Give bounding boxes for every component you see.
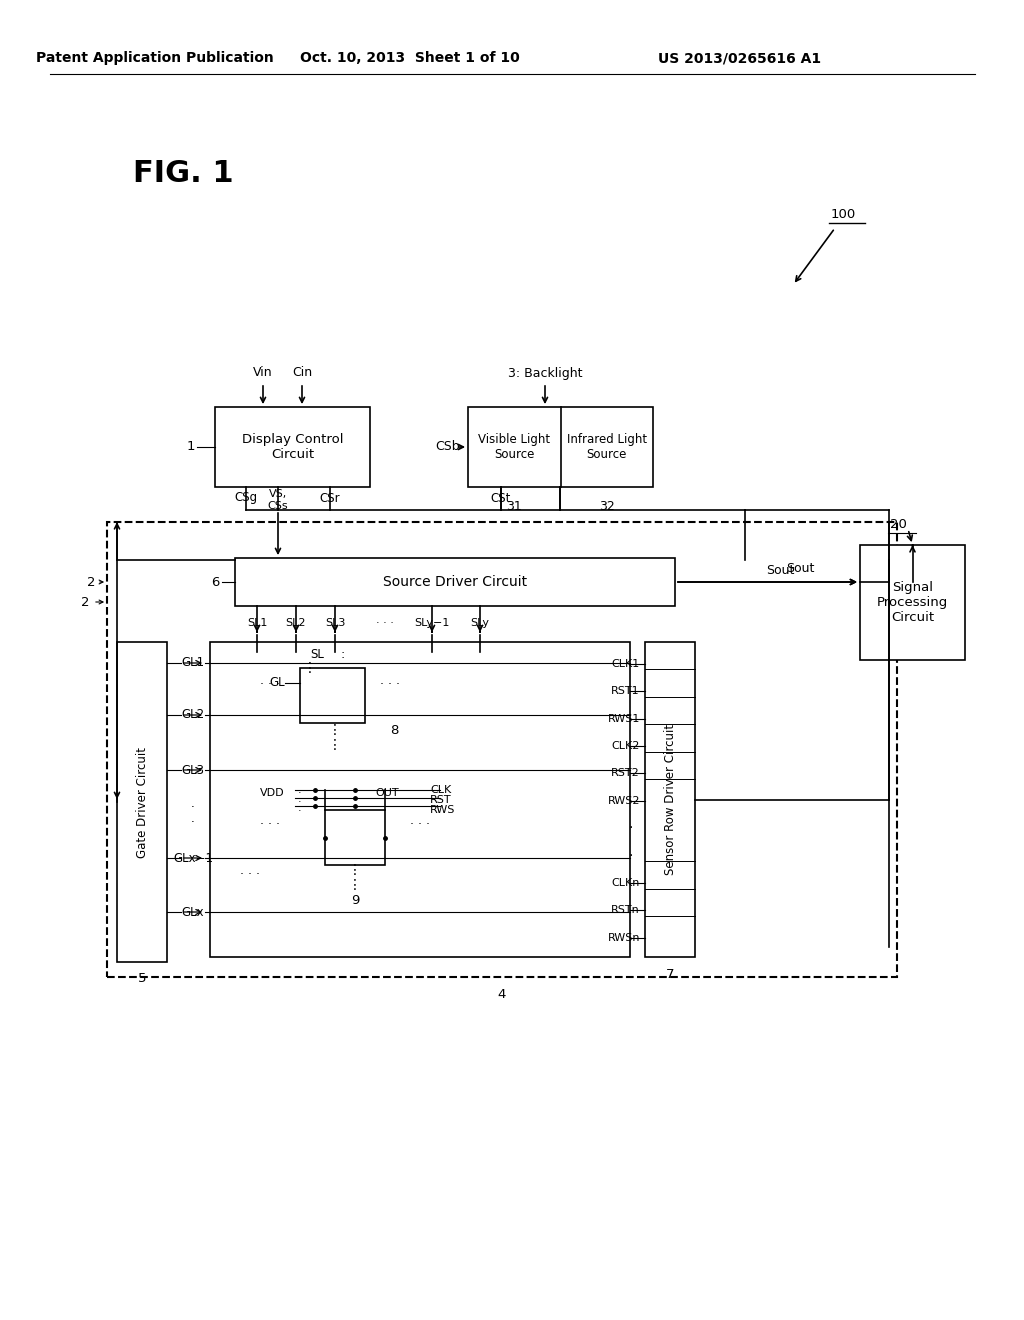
- Text: · · ·: · · ·: [380, 678, 400, 692]
- Text: ⋮: ⋮: [348, 878, 361, 892]
- Text: 100: 100: [831, 209, 856, 222]
- Text: Sout: Sout: [785, 562, 814, 576]
- Text: GL3: GL3: [181, 763, 205, 776]
- Text: 8: 8: [390, 723, 398, 737]
- Text: Cin: Cin: [292, 367, 312, 380]
- Bar: [860, 545, 965, 660]
- Text: Display Control
Circuit: Display Control Circuit: [242, 433, 343, 461]
- Text: ·: ·: [298, 807, 302, 816]
- Text: ⋮: ⋮: [348, 863, 361, 876]
- Text: Patent Application Publication: Patent Application Publication: [36, 51, 273, 65]
- Text: RWS1: RWS1: [607, 714, 640, 723]
- Text: Source Driver Circuit: Source Driver Circuit: [383, 576, 527, 589]
- Bar: [325, 810, 385, 865]
- Text: CSg: CSg: [234, 491, 258, 504]
- Text: ·: ·: [298, 788, 302, 799]
- Text: 31: 31: [507, 499, 522, 512]
- Text: CSt: CSt: [490, 491, 511, 504]
- Text: Oct. 10, 2013  Sheet 1 of 10: Oct. 10, 2013 Sheet 1 of 10: [300, 51, 520, 65]
- Text: GL: GL: [269, 676, 285, 689]
- Text: FIG. 1: FIG. 1: [133, 158, 233, 187]
- Text: RWSn: RWSn: [607, 933, 640, 942]
- Text: · · ·: · · ·: [260, 818, 280, 832]
- Text: RWS: RWS: [430, 805, 456, 814]
- Text: CLK2: CLK2: [611, 741, 640, 751]
- Bar: [106, 521, 897, 977]
- Text: Signal
Processing
Circuit: Signal Processing Circuit: [877, 581, 948, 624]
- Text: 2: 2: [86, 576, 95, 589]
- Text: · · ·: · · ·: [260, 678, 280, 692]
- Text: CSb: CSb: [435, 441, 461, 454]
- Text: ·: ·: [629, 821, 633, 836]
- Text: CLK: CLK: [430, 785, 452, 795]
- Bar: [468, 407, 653, 487]
- Text: ·: ·: [629, 849, 633, 863]
- Text: RSTn: RSTn: [611, 906, 640, 916]
- Bar: [215, 407, 370, 487]
- Text: ⋮: ⋮: [328, 723, 342, 737]
- Text: OUT: OUT: [375, 788, 398, 799]
- Text: · · ·: · · ·: [240, 869, 260, 882]
- Bar: [300, 668, 365, 723]
- Text: CSr: CSr: [319, 491, 340, 504]
- Text: ·
·: · ·: [191, 801, 195, 829]
- Bar: [645, 642, 695, 957]
- Text: :: :: [340, 648, 344, 661]
- Text: 2: 2: [82, 595, 90, 609]
- Text: RWS2: RWS2: [607, 796, 640, 807]
- Text: 9: 9: [351, 894, 359, 907]
- Text: GLx−1: GLx−1: [173, 851, 213, 865]
- Text: Gate Driver Circuit: Gate Driver Circuit: [135, 747, 148, 858]
- Text: RST1: RST1: [611, 686, 640, 697]
- Text: 5: 5: [138, 973, 146, 986]
- Text: 7: 7: [666, 968, 674, 981]
- Text: SLy: SLy: [470, 618, 489, 628]
- Text: Sout: Sout: [766, 564, 795, 577]
- Text: 32: 32: [599, 499, 614, 512]
- Text: SL3: SL3: [325, 618, 345, 628]
- Text: Visible Light
Source: Visible Light Source: [478, 433, 550, 461]
- Text: · · ·: · · ·: [376, 618, 394, 628]
- Text: 1: 1: [186, 441, 195, 454]
- Text: 3: Backlight: 3: Backlight: [508, 367, 583, 380]
- Text: SL2: SL2: [286, 618, 306, 628]
- Text: GL2: GL2: [181, 709, 205, 722]
- Text: ⋮: ⋮: [328, 738, 342, 752]
- Text: SL1: SL1: [247, 618, 267, 628]
- Text: · · ·: · · ·: [410, 818, 430, 832]
- Text: VS,
CSs: VS, CSs: [267, 490, 289, 511]
- Bar: [117, 642, 167, 962]
- Text: GL1: GL1: [181, 656, 205, 669]
- Text: GLx: GLx: [181, 906, 205, 919]
- Text: VDD: VDD: [260, 788, 285, 799]
- Text: Infrared Light
Source: Infrared Light Source: [566, 433, 647, 461]
- Text: Sensor Row Driver Circuit: Sensor Row Driver Circuit: [664, 723, 677, 875]
- Text: CLK1: CLK1: [611, 659, 640, 669]
- Text: SLy−1: SLy−1: [415, 618, 450, 628]
- Text: 4: 4: [498, 987, 506, 1001]
- Text: SL: SL: [310, 648, 324, 661]
- Text: 6: 6: [212, 576, 220, 589]
- Text: CLKn: CLKn: [611, 878, 640, 888]
- Text: Vin: Vin: [253, 367, 272, 380]
- Text: RST: RST: [430, 795, 452, 805]
- Text: 20: 20: [890, 519, 907, 532]
- Bar: [210, 642, 630, 957]
- Text: ·: ·: [298, 797, 302, 807]
- Text: US 2013/0265616 A1: US 2013/0265616 A1: [658, 51, 821, 65]
- Text: RST2: RST2: [611, 768, 640, 779]
- Bar: [234, 558, 675, 606]
- Text: ⋮: ⋮: [303, 661, 317, 675]
